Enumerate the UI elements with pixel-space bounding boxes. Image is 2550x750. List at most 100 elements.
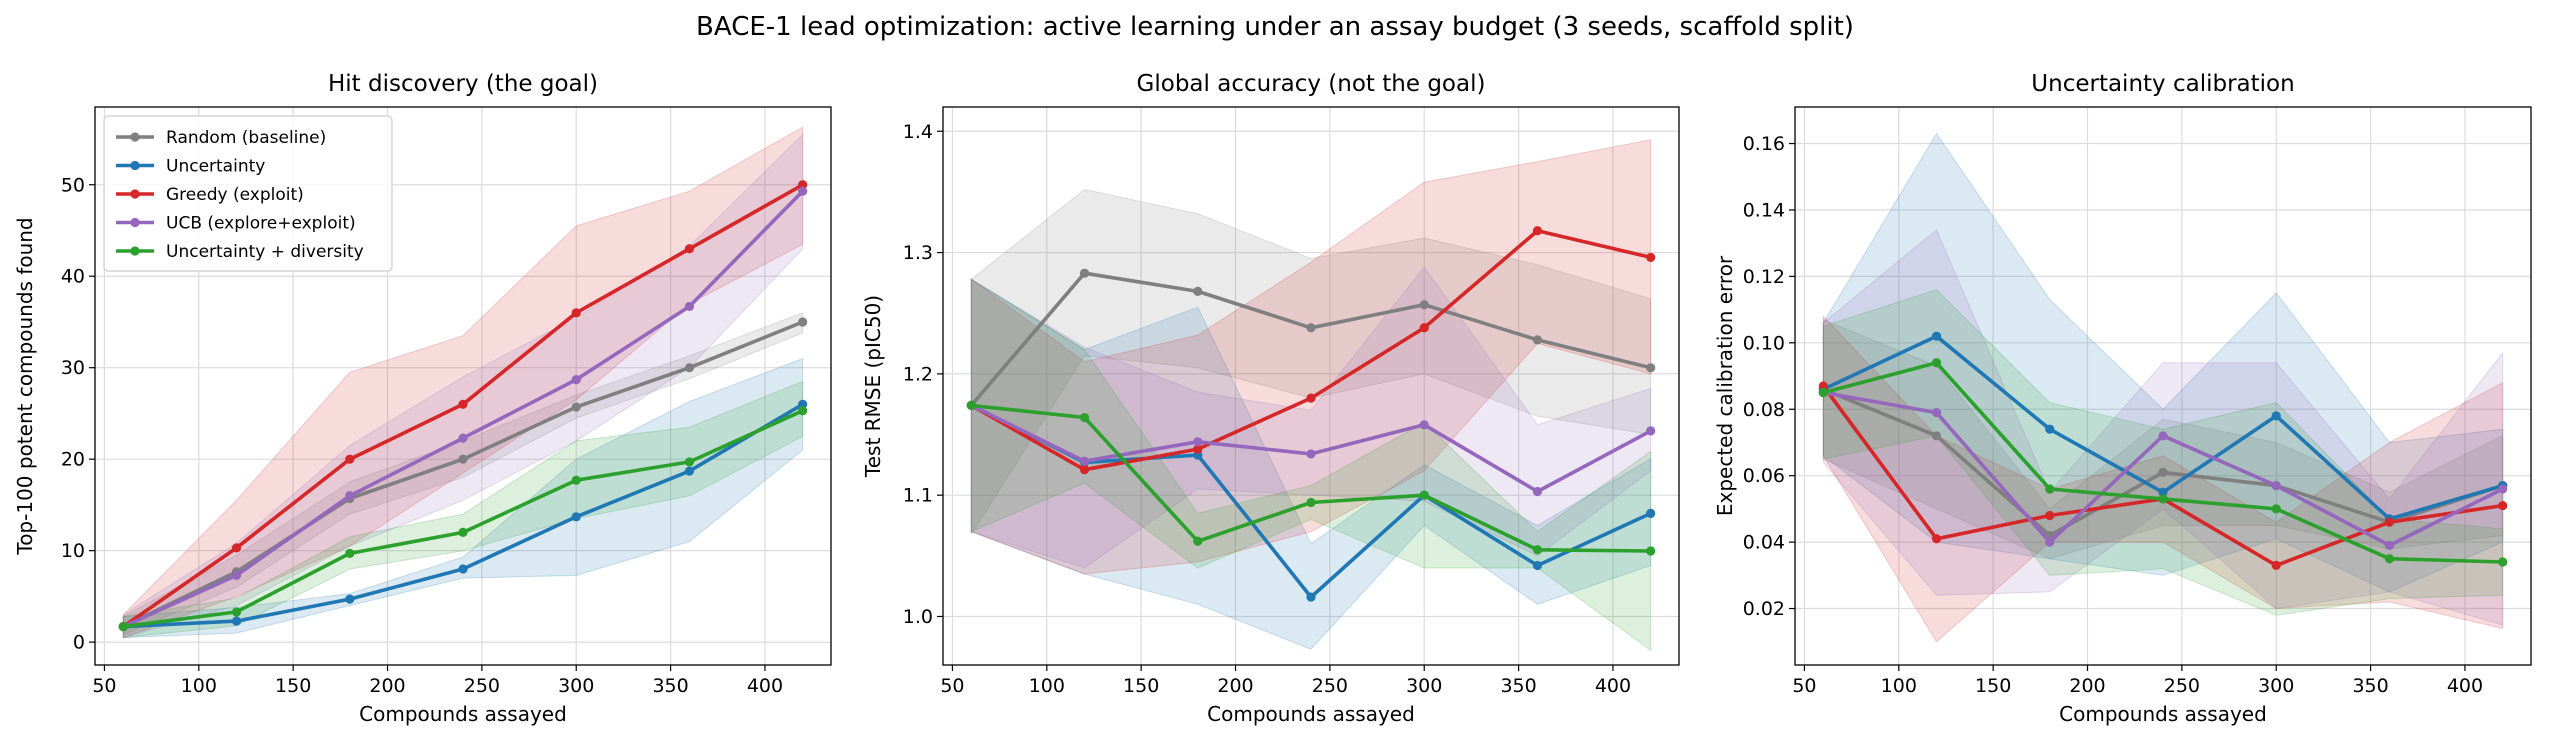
data-point [2271, 411, 2281, 421]
data-point [1931, 358, 1942, 368]
x-tick-label: 200 [369, 675, 405, 697]
data-point [345, 548, 355, 559]
panel-1: 50 100 150 200 250 300 350 400 0 10 20 30 40 50 Hit di… [13, 71, 832, 726]
x-tick-label: 50 [940, 675, 964, 697]
data-point [1646, 508, 1656, 518]
axes-frame [1794, 106, 2532, 666]
confidence-band [1822, 315, 2504, 643]
data-point [2158, 494, 2168, 504]
panel-2: 50 100 150 200 250 300 350 400 1.0 1.1 1.2 1.3 1.4 Gl… [861, 71, 1680, 726]
data-point [1646, 426, 1656, 436]
legend-marker [130, 246, 140, 256]
legend-marker [130, 160, 140, 171]
legend-marker [130, 217, 140, 228]
figure-suptitle: BACE-1 lead optimization: active learnin… [696, 12, 1854, 42]
data-point [1306, 393, 1316, 403]
x-tick-label: 100 [1029, 675, 1065, 697]
data-point [2498, 500, 2508, 511]
data-point [1306, 323, 1316, 333]
y-tick-label: 1.3 [903, 242, 933, 264]
y-axis-label: Expected calibration error [1713, 255, 1737, 516]
data-point [2158, 431, 2168, 441]
data-point [1646, 546, 1656, 556]
legend: Random (baseline) Uncertainty Greedy (expl… [103, 115, 393, 272]
data-point [2271, 560, 2281, 570]
x-tick-label: 400 [1595, 675, 1631, 697]
data-point [2158, 487, 2168, 497]
data-point [458, 564, 468, 574]
x-tick-label: 350 [1500, 675, 1536, 697]
data-point [798, 180, 808, 190]
x-tick-label: 300 [1406, 675, 1442, 697]
data-point [1419, 323, 1429, 333]
data-point [345, 454, 355, 464]
data-point [231, 607, 242, 617]
data-point [1193, 286, 1203, 296]
x-tick-label: 100 [1881, 675, 1917, 697]
data-point [684, 363, 695, 373]
x-axis-label: Compounds assayed [1207, 702, 1415, 726]
data-point [1079, 456, 1090, 466]
data-point [2045, 484, 2055, 494]
data-point [684, 466, 695, 476]
x-tick-label: 200 [2069, 675, 2105, 697]
data-point [571, 475, 581, 485]
data-point [1532, 560, 1543, 571]
data-point [966, 400, 976, 411]
data-point [571, 402, 581, 412]
x-tick-label: 150 [1123, 675, 1159, 697]
data-point [2271, 504, 2281, 514]
panel-3: 50 100 150 200 250 300 350 400 0.02 0.04 0.06 0.08 0… [1713, 71, 2532, 726]
x-tick-label: 200 [1217, 675, 1253, 697]
data-point [1818, 388, 1828, 398]
data-point [458, 433, 468, 443]
y-tick-label: 1.1 [903, 485, 933, 507]
x-tick-label: 400 [2447, 675, 2483, 697]
panel-title: Hit discovery (the goal) [328, 71, 598, 97]
x-tick-label: 300 [558, 675, 594, 697]
x-tick-label: 150 [275, 675, 311, 697]
data-point [684, 244, 695, 254]
y-tick-label: 0.12 [1743, 266, 1785, 288]
data-point [1079, 412, 1090, 423]
legend-label: UCB (explore+exploit) [166, 214, 356, 234]
y-tick-label: 40 [61, 266, 85, 288]
data-point [1079, 268, 1090, 278]
x-tick-label: 100 [181, 675, 217, 697]
y-tick-label: 0.16 [1743, 133, 1785, 155]
legend-label: Greedy (exploit) [166, 185, 304, 205]
y-tick-label: 30 [61, 357, 85, 379]
x-tick-label: 400 [747, 675, 783, 697]
data-point [1193, 536, 1203, 546]
x-tick-label: 300 [2258, 675, 2294, 697]
legend-label: Uncertainty [166, 157, 265, 177]
data-point [2045, 537, 2055, 547]
x-tick-label: 350 [652, 675, 688, 697]
confidence-band [122, 312, 804, 636]
data-point [458, 527, 468, 537]
data-point [1306, 592, 1316, 602]
y-tick-label: 0.10 [1743, 332, 1785, 354]
y-tick-label: 0.02 [1743, 598, 1785, 620]
data-point [1931, 534, 1942, 544]
y-axis-label: Top-100 potent compounds found [13, 217, 37, 555]
panel-title: Global accuracy (not the goal) [1137, 71, 1486, 97]
legend-marker [130, 132, 140, 142]
data-point [571, 512, 581, 522]
y-tick-label: 0.06 [1743, 465, 1785, 487]
data-point [1419, 420, 1429, 430]
data-point [1931, 431, 1942, 441]
data-point [345, 594, 355, 604]
data-point [118, 621, 128, 632]
axes-frame [942, 106, 1680, 666]
data-point [1818, 381, 1828, 391]
data-point [571, 308, 581, 318]
data-point [1306, 449, 1316, 459]
data-point [458, 399, 468, 409]
data-point [1419, 490, 1429, 500]
data-point [1532, 545, 1543, 555]
data-point [1646, 252, 1656, 263]
data-point [1931, 407, 1942, 418]
